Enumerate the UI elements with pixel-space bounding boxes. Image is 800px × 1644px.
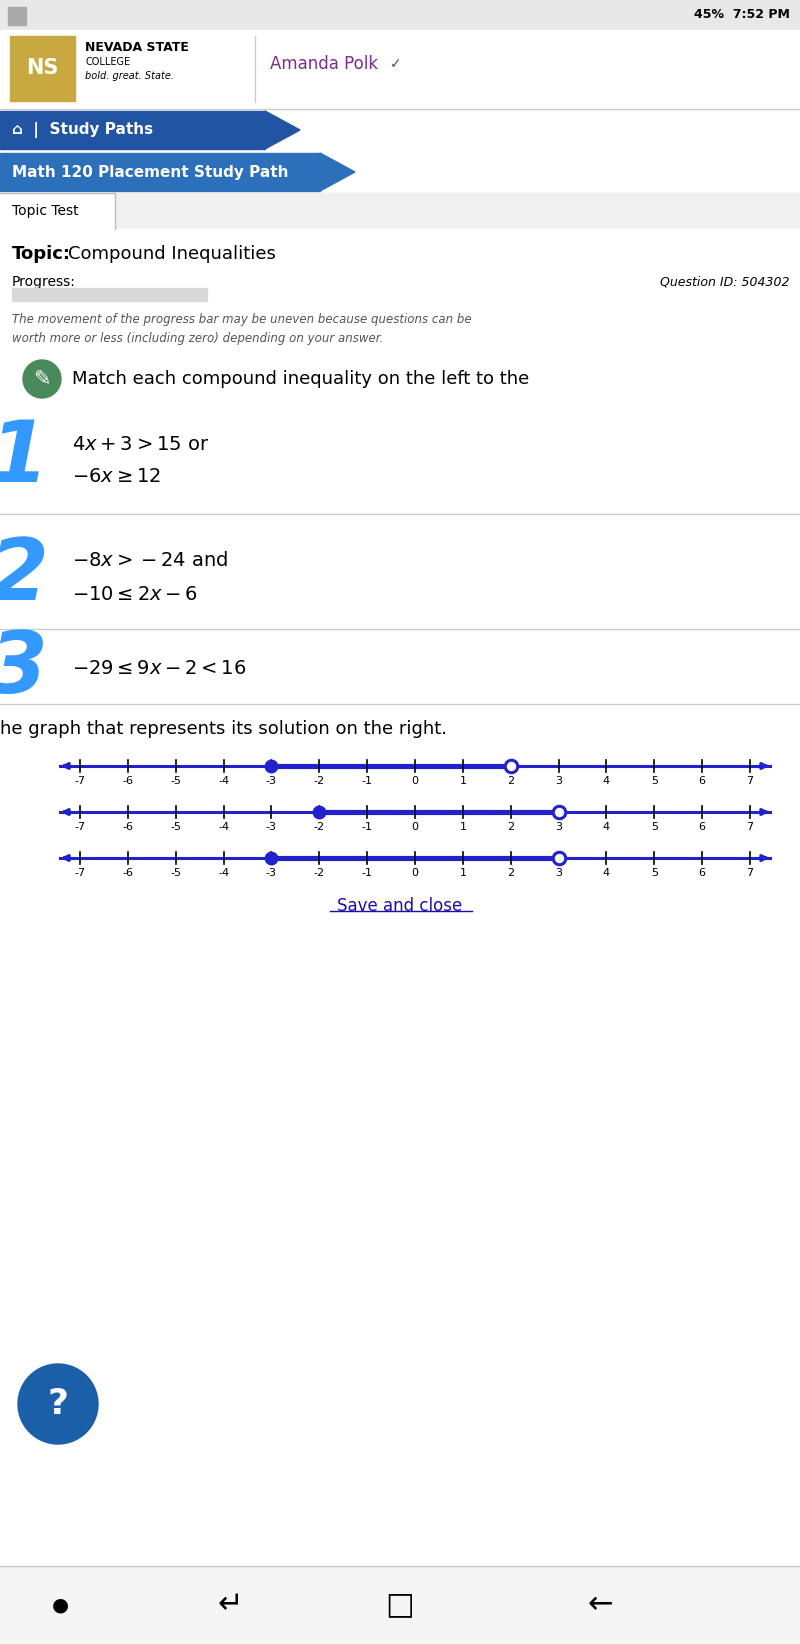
Text: Amanda Polk: Amanda Polk [270, 54, 378, 72]
Bar [0, 192, 800, 229]
Text: $-10 \leq 2x - 6$: $-10 \leq 2x - 6$ [72, 585, 198, 603]
Text: -2: -2 [314, 868, 325, 878]
Text: -1: -1 [362, 776, 373, 786]
Bar [0, 229, 800, 1644]
Text: 1: 1 [459, 776, 466, 786]
Bar [12, 288, 207, 301]
Text: Match each compound inequality on the left to the: Match each compound inequality on the le… [72, 370, 530, 388]
Text: 2: 2 [507, 868, 514, 878]
Text: -1: -1 [362, 868, 373, 878]
Text: $-6x \geq 12$: $-6x \geq 12$ [72, 467, 161, 485]
Bar [0, 153, 320, 191]
Text: -7: -7 [74, 868, 86, 878]
Text: he graph that represents its solution on the right.: he graph that represents its solution on… [0, 720, 447, 738]
Text: -2: -2 [314, 822, 325, 832]
Text: bold. great. State.: bold. great. State. [85, 71, 174, 81]
Text: 3: 3 [0, 628, 48, 710]
Text: -3: -3 [266, 822, 277, 832]
Text: 3: 3 [555, 822, 562, 832]
Text: ←: ← [587, 1590, 613, 1619]
Text: Question ID: 504302: Question ID: 504302 [661, 276, 790, 288]
Text: NEVADA STATE: NEVADA STATE [85, 41, 189, 54]
Text: -4: -4 [218, 868, 229, 878]
Text: 0: 0 [411, 868, 418, 878]
Text: COLLEGE: COLLEGE [85, 58, 130, 67]
Text: 4: 4 [603, 776, 610, 786]
Text: ?: ? [47, 1388, 69, 1420]
Bar [0, 192, 115, 229]
Text: -3: -3 [266, 868, 277, 878]
Text: □: □ [386, 1590, 414, 1619]
Text: -6: -6 [122, 822, 134, 832]
Text: 6: 6 [698, 822, 706, 832]
Polygon shape [265, 112, 300, 150]
Text: -6: -6 [122, 868, 134, 878]
Text: 5: 5 [650, 776, 658, 786]
Text: 1: 1 [459, 868, 466, 878]
Text: 5: 5 [650, 822, 658, 832]
Text: $-29 \leq 9x - 2 < 16$: $-29 \leq 9x - 2 < 16$ [72, 659, 246, 679]
Text: -1: -1 [362, 822, 373, 832]
Text: 1: 1 [459, 822, 466, 832]
Text: 4: 4 [603, 822, 610, 832]
Text: Topic:: Topic: [12, 245, 71, 263]
Bar [0, 112, 265, 150]
Text: -2: -2 [314, 776, 325, 786]
Text: ●: ● [51, 1595, 69, 1614]
Text: Save and close: Save and close [338, 898, 462, 916]
Text: Compound Inequalities: Compound Inequalities [68, 245, 276, 263]
Text: Math 120 Placement Study Path: Math 120 Placement Study Path [12, 164, 289, 179]
Polygon shape [320, 153, 355, 191]
Text: Topic Test: Topic Test [12, 204, 78, 219]
Text: -4: -4 [218, 776, 229, 786]
Text: 0: 0 [411, 822, 418, 832]
Text: -7: -7 [74, 822, 86, 832]
Text: 1: 1 [0, 418, 48, 500]
Text: ✓: ✓ [390, 58, 402, 71]
Text: -5: -5 [170, 822, 182, 832]
Text: -4: -4 [218, 822, 229, 832]
Text: 45%  7:52 PM: 45% 7:52 PM [694, 8, 790, 21]
Text: 5: 5 [650, 868, 658, 878]
Text: $-8x > -24$ and: $-8x > -24$ and [72, 551, 228, 570]
Text: -5: -5 [170, 868, 182, 878]
Text: 2: 2 [507, 822, 514, 832]
Text: 3: 3 [555, 868, 562, 878]
Text: -6: -6 [122, 776, 134, 786]
Circle shape [18, 1365, 98, 1443]
Text: NS: NS [26, 58, 58, 77]
Text: 7: 7 [746, 822, 754, 832]
Text: 7: 7 [746, 776, 754, 786]
Text: -5: -5 [170, 776, 182, 786]
Bar [10, 36, 75, 100]
Text: 3: 3 [555, 776, 562, 786]
Text: ↵: ↵ [218, 1590, 242, 1619]
Text: 7: 7 [746, 868, 754, 878]
Bar [8, 7, 26, 25]
Text: The movement of the progress bar may be uneven because questions can be
worth mo: The movement of the progress bar may be … [12, 312, 472, 345]
Text: 2: 2 [0, 534, 48, 618]
Text: Progress:: Progress: [12, 275, 76, 289]
Text: ⌂  |  Study Paths: ⌂ | Study Paths [12, 122, 153, 138]
Text: 0: 0 [411, 776, 418, 786]
Bar [0, 30, 800, 109]
Text: 2: 2 [507, 776, 514, 786]
Bar [0, 1567, 800, 1644]
Circle shape [23, 360, 61, 398]
Text: 6: 6 [698, 868, 706, 878]
Text: -7: -7 [74, 776, 86, 786]
Text: 6: 6 [698, 776, 706, 786]
Text: ✎: ✎ [34, 368, 50, 390]
Text: 4: 4 [603, 868, 610, 878]
Text: $4x + 3 > 15$ or: $4x + 3 > 15$ or [72, 434, 209, 454]
Bar [0, 0, 800, 30]
Text: -3: -3 [266, 776, 277, 786]
